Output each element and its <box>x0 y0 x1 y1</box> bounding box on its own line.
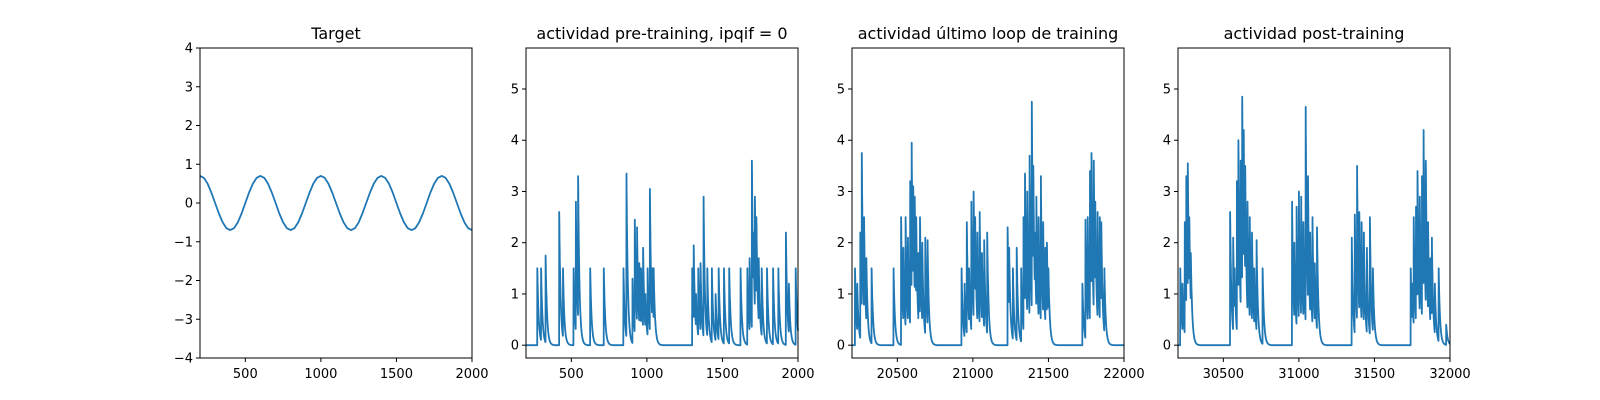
y-tick-label: 3 <box>511 185 519 200</box>
y-tick-label: 5 <box>511 82 519 97</box>
y-tick-label: 0 <box>511 339 519 354</box>
y-tick-label: 0 <box>837 339 845 354</box>
y-tick-label: 5 <box>1163 82 1171 97</box>
x-tick-label: 32000 <box>1429 367 1470 382</box>
y-tick-label: 3 <box>185 80 193 95</box>
x-tick-label: 20500 <box>877 367 918 382</box>
y-tick-label: 0 <box>185 197 193 212</box>
x-tick-label: 2000 <box>781 367 814 382</box>
y-tick-label: 3 <box>837 185 845 200</box>
axes-frame <box>851 47 1125 359</box>
x-tick-label: 1500 <box>380 367 413 382</box>
x-tick-label: 1500 <box>706 367 739 382</box>
y-tick-label: 2 <box>1163 236 1171 251</box>
x-tick-label: 1000 <box>304 367 337 382</box>
y-tick-label: 2 <box>185 119 193 134</box>
x-tick-label: 22000 <box>1103 367 1144 382</box>
y-tick-label: 0 <box>1163 339 1171 354</box>
series-line <box>199 175 473 231</box>
x-tick-label: 31500 <box>1354 367 1395 382</box>
y-tick-label: 4 <box>185 42 193 57</box>
subplot-title: actividad pre-training, ipqif = 0 <box>536 24 787 43</box>
x-tick-label: 500 <box>233 367 258 382</box>
subplot-2: actividad pre-training, ipqif = 0 500 1000… <box>511 24 815 382</box>
x-tick-label: 30500 <box>1203 367 1244 382</box>
y-tick-label: 1 <box>1163 287 1171 302</box>
y-tick-label: 4 <box>1163 134 1171 149</box>
subplot-title: Target <box>310 24 361 43</box>
x-tick-label: 31000 <box>1278 367 1319 382</box>
subplot-1: Target 500 1000 1500 2000 −4 −3 −2 −1 0 1 2 3 4 <box>174 24 489 382</box>
y-tick-label: 3 <box>1163 185 1171 200</box>
subplot-title: actividad último loop de training <box>858 24 1119 43</box>
x-tick-label: 1000 <box>630 367 663 382</box>
y-tick-label: 2 <box>511 236 519 251</box>
series-line <box>1177 95 1451 347</box>
series-line <box>851 100 1125 347</box>
y-tick-label: 1 <box>837 287 845 302</box>
y-tick-label: 4 <box>837 134 845 149</box>
series-line <box>525 159 799 347</box>
y-tick-label: −2 <box>174 274 193 289</box>
y-tick-label: −3 <box>174 313 193 328</box>
x-tick-label: 21500 <box>1028 367 1069 382</box>
y-tick-label: −4 <box>174 352 193 367</box>
axes-frame <box>1177 47 1451 359</box>
subplot-title: actividad post-training <box>1224 24 1405 43</box>
y-tick-label: 5 <box>837 82 845 97</box>
axes-frame <box>525 47 799 359</box>
y-tick-label: 1 <box>511 287 519 302</box>
y-tick-label: −1 <box>174 235 193 250</box>
x-tick-label: 2000 <box>455 367 488 382</box>
y-tick-label: 2 <box>837 236 845 251</box>
x-tick-label: 21000 <box>952 367 993 382</box>
y-tick-label: 4 <box>511 134 519 149</box>
x-tick-label: 500 <box>559 367 584 382</box>
y-tick-label: 1 <box>185 158 193 173</box>
